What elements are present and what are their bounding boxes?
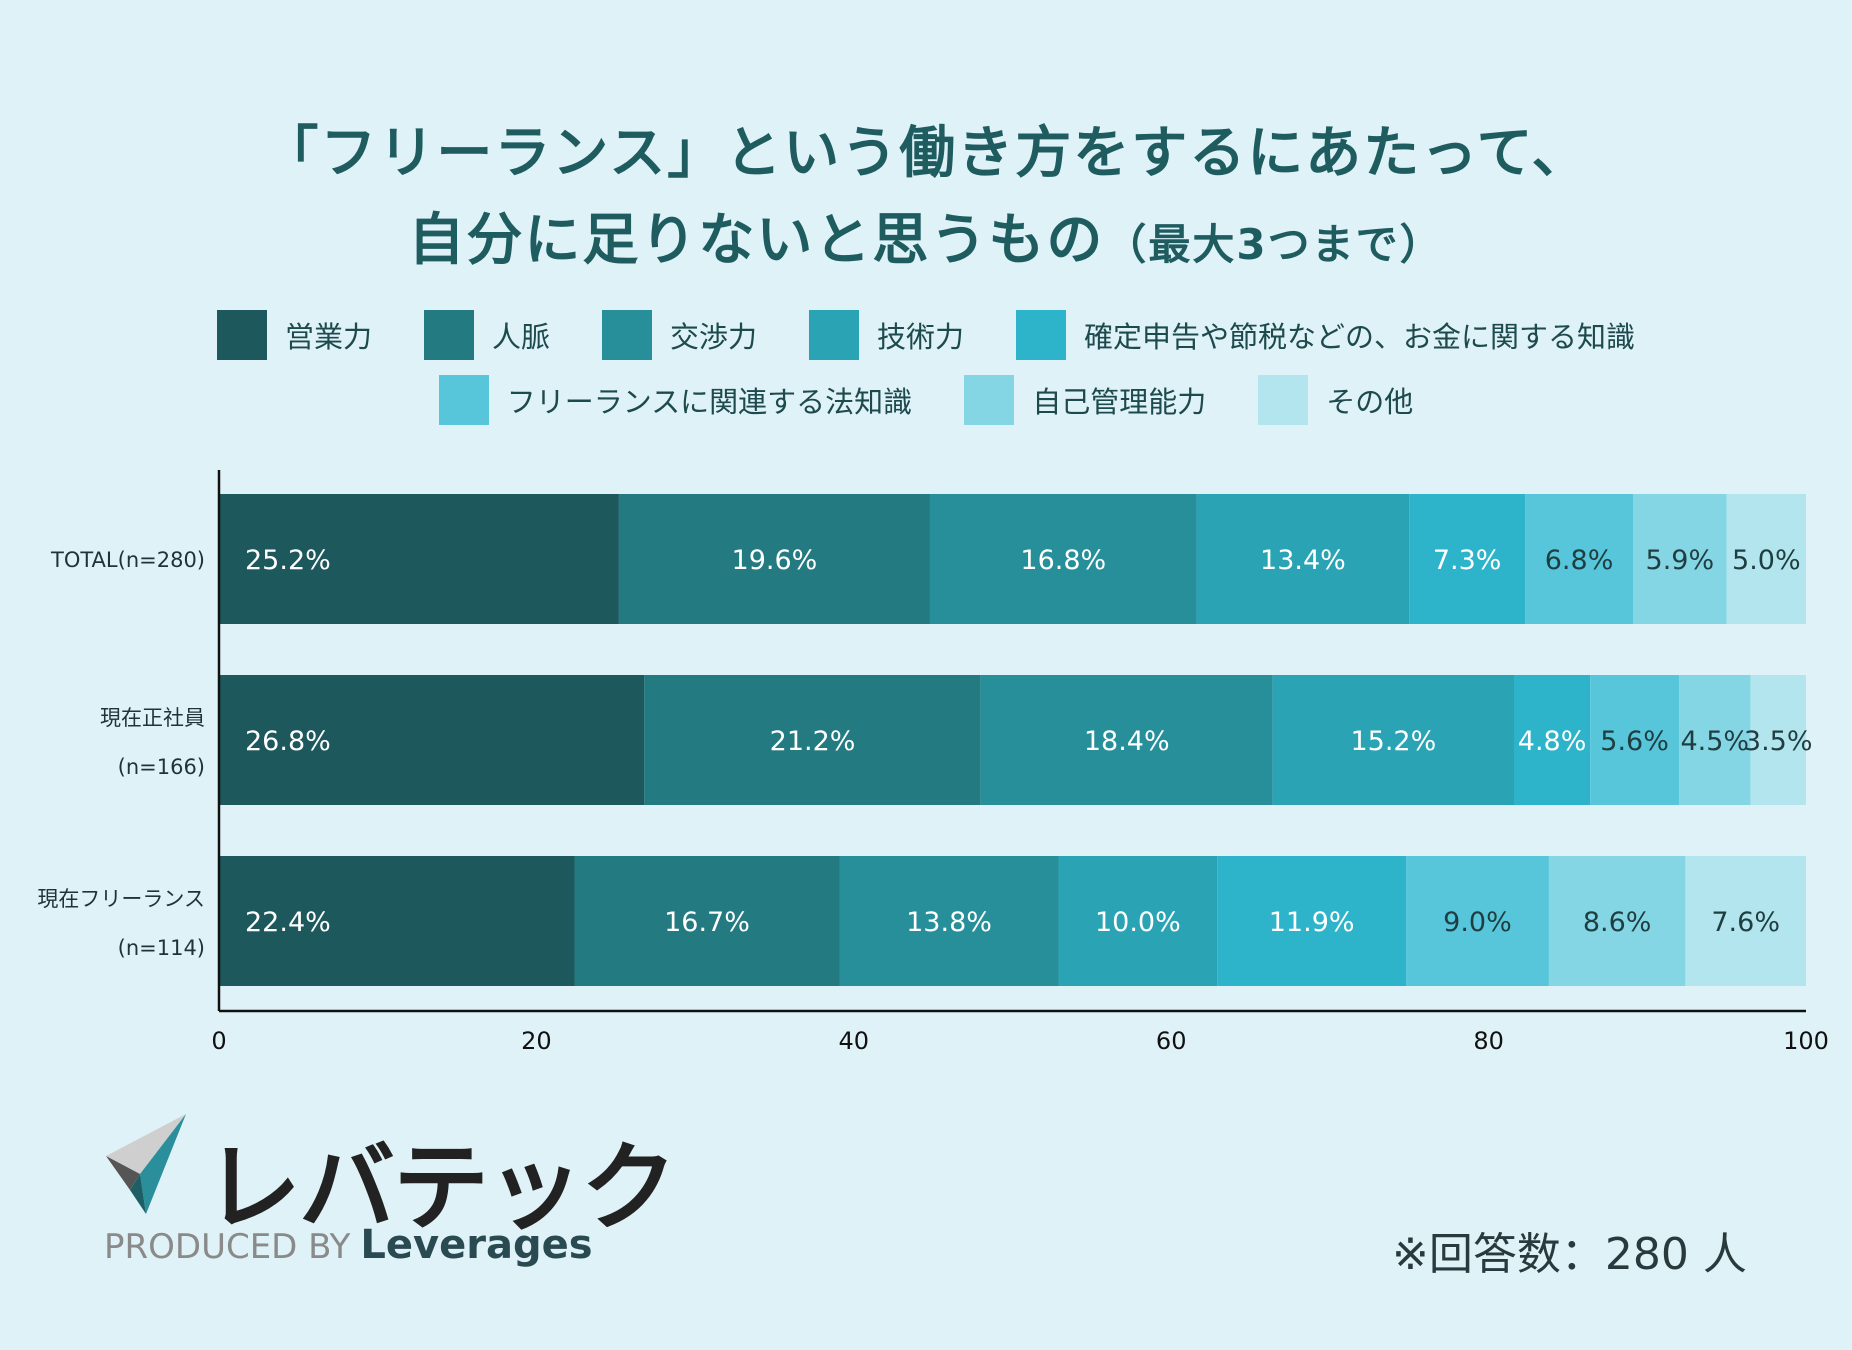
levtech-logo-icon — [106, 1114, 186, 1214]
bar-segment — [618, 494, 930, 624]
bar-segment — [1196, 494, 1410, 624]
bar-segment — [219, 494, 619, 624]
legend-swatch — [1258, 375, 1309, 425]
legend-swatch — [423, 310, 474, 360]
bar-segment — [1272, 675, 1514, 805]
data-label: 21.2% — [770, 726, 856, 757]
legend-item-other: その他 — [1258, 375, 1413, 425]
bar-segment — [219, 675, 645, 805]
data-label: 25.2% — [245, 545, 331, 576]
category-label-n: (n=114) — [118, 936, 205, 960]
bar-segment — [1633, 494, 1727, 624]
data-label: 19.6% — [732, 545, 818, 576]
data-label: 9.0% — [1443, 907, 1512, 938]
legend-item-network: 人脈 — [423, 310, 550, 360]
category-label: TOTAL(n=280) — [50, 548, 205, 572]
data-label: 5.0% — [1732, 545, 1801, 576]
chart-title-line1: 「フリーランス」という働き方をするにあたって、 — [262, 121, 1590, 186]
bar-segment — [1525, 494, 1634, 624]
legend-label: 技術力 — [877, 320, 965, 354]
data-label: 11.9% — [1269, 907, 1355, 938]
legend-label: 交渉力 — [669, 320, 757, 354]
data-label: 4.8% — [1518, 726, 1587, 757]
bar-segment — [1548, 856, 1686, 986]
data-label: 6.8% — [1545, 545, 1614, 576]
brand-logo-text: レバテック — [205, 1132, 677, 1244]
legend-item-legal-knowledge: フリーランスに関連する法知識 — [438, 375, 913, 425]
data-label: 16.8% — [1020, 545, 1106, 576]
data-label: 5.6% — [1600, 726, 1669, 757]
stacked-bar-chart: 25.2% 19.6% 16.8% 13.4% 7.3% 6.8% 5.9% 5.0% TOTA… — [37, 470, 1829, 1055]
bar-segment — [1685, 856, 1806, 986]
legend-swatch — [438, 375, 489, 425]
data-label: 3.5% — [1744, 726, 1813, 757]
legend-row-2: フリーランスに関連する法知識 自己管理能力 その他 — [0, 375, 1852, 425]
bar-segment — [929, 494, 1197, 624]
data-label: 7.3% — [1433, 545, 1502, 576]
legend-label: 自己管理能力 — [1032, 385, 1207, 419]
legend-label: フリーランスに関連する法知識 — [506, 385, 913, 419]
legend-item-self-management: 自己管理能力 — [964, 375, 1206, 425]
legend-item-technical: 技術力 — [809, 310, 964, 360]
legend-label: 営業力 — [284, 320, 372, 354]
x-tick-label: 0 — [211, 1027, 226, 1055]
data-label: 26.8% — [245, 726, 331, 757]
data-label: 4.5% — [1680, 726, 1749, 757]
chart-title-sub: （最大3つまで） — [1104, 220, 1444, 269]
data-label: 10.0% — [1095, 907, 1181, 938]
bar-segment — [1409, 494, 1526, 624]
bar-segment — [980, 675, 1273, 805]
legend-swatch — [964, 375, 1015, 425]
x-tick-label: 100 — [1783, 1027, 1829, 1055]
bar-segment — [1217, 856, 1407, 986]
data-label: 22.4% — [245, 907, 331, 938]
x-tick-label: 60 — [1156, 1027, 1187, 1055]
bar-segment — [1058, 856, 1218, 986]
bar-segment — [839, 856, 1059, 986]
data-label: 13.8% — [906, 907, 992, 938]
data-label: 5.9% — [1646, 545, 1715, 576]
data-label: 16.7% — [664, 907, 750, 938]
legend-item-sales: 営業力 — [216, 310, 372, 360]
legend-label: 人脈 — [491, 320, 550, 354]
data-label: 15.2% — [1350, 726, 1436, 757]
legend-swatch — [601, 310, 652, 360]
produced-by-label: PRODUCED BY — [104, 1227, 351, 1267]
legend-item-tax-knowledge: 確定申告や節税などの、お金に関する知識 — [1016, 310, 1635, 360]
produced-by: PRODUCED BY Leverages — [104, 1222, 593, 1268]
company-name: Leverages — [360, 1222, 593, 1268]
data-label: 18.4% — [1084, 726, 1170, 757]
x-tick-label: 80 — [1473, 1027, 1504, 1055]
bar-segment — [1513, 675, 1591, 805]
bar-segment — [1590, 675, 1680, 805]
bar-segment — [574, 856, 840, 986]
category-label: 現在フリーランス — [37, 887, 205, 911]
x-tick-label: 20 — [521, 1027, 552, 1055]
bar-segment — [1750, 675, 1806, 805]
bar-segment — [1406, 856, 1549, 986]
chart-title-main: 自分に足りないと思うもの — [408, 208, 1105, 273]
x-tick-label: 40 — [839, 1027, 870, 1055]
chart-title-line2: 自分に足りないと思うもの（最大3つまで） — [0, 195, 1852, 276]
legend-swatch — [809, 310, 859, 360]
legend-label: その他 — [1326, 385, 1414, 419]
bar-segment — [644, 675, 981, 805]
legend-swatch — [1016, 310, 1067, 360]
data-label: 7.6% — [1711, 907, 1780, 938]
data-label: 8.6% — [1583, 907, 1652, 938]
bar-segment — [1726, 494, 1806, 624]
legend-swatch — [216, 310, 267, 360]
bar-segment — [219, 856, 575, 986]
legend-row-1: 営業力 人脈 交渉力 技術力 確定申告や節税などの、お金に関する知識 — [0, 310, 1852, 360]
legend-item-negotiation: 交渉力 — [601, 310, 757, 360]
bar-segment — [1679, 675, 1751, 805]
legend-label: 確定申告や節税などの、お金に関する知識 — [1084, 320, 1636, 354]
category-label: 現在正社員 — [100, 706, 205, 730]
category-label-n: (n=166) — [118, 755, 205, 779]
data-label: 13.4% — [1260, 545, 1346, 576]
respondent-count-note: ※回答数：280 人 — [1392, 1229, 1747, 1280]
